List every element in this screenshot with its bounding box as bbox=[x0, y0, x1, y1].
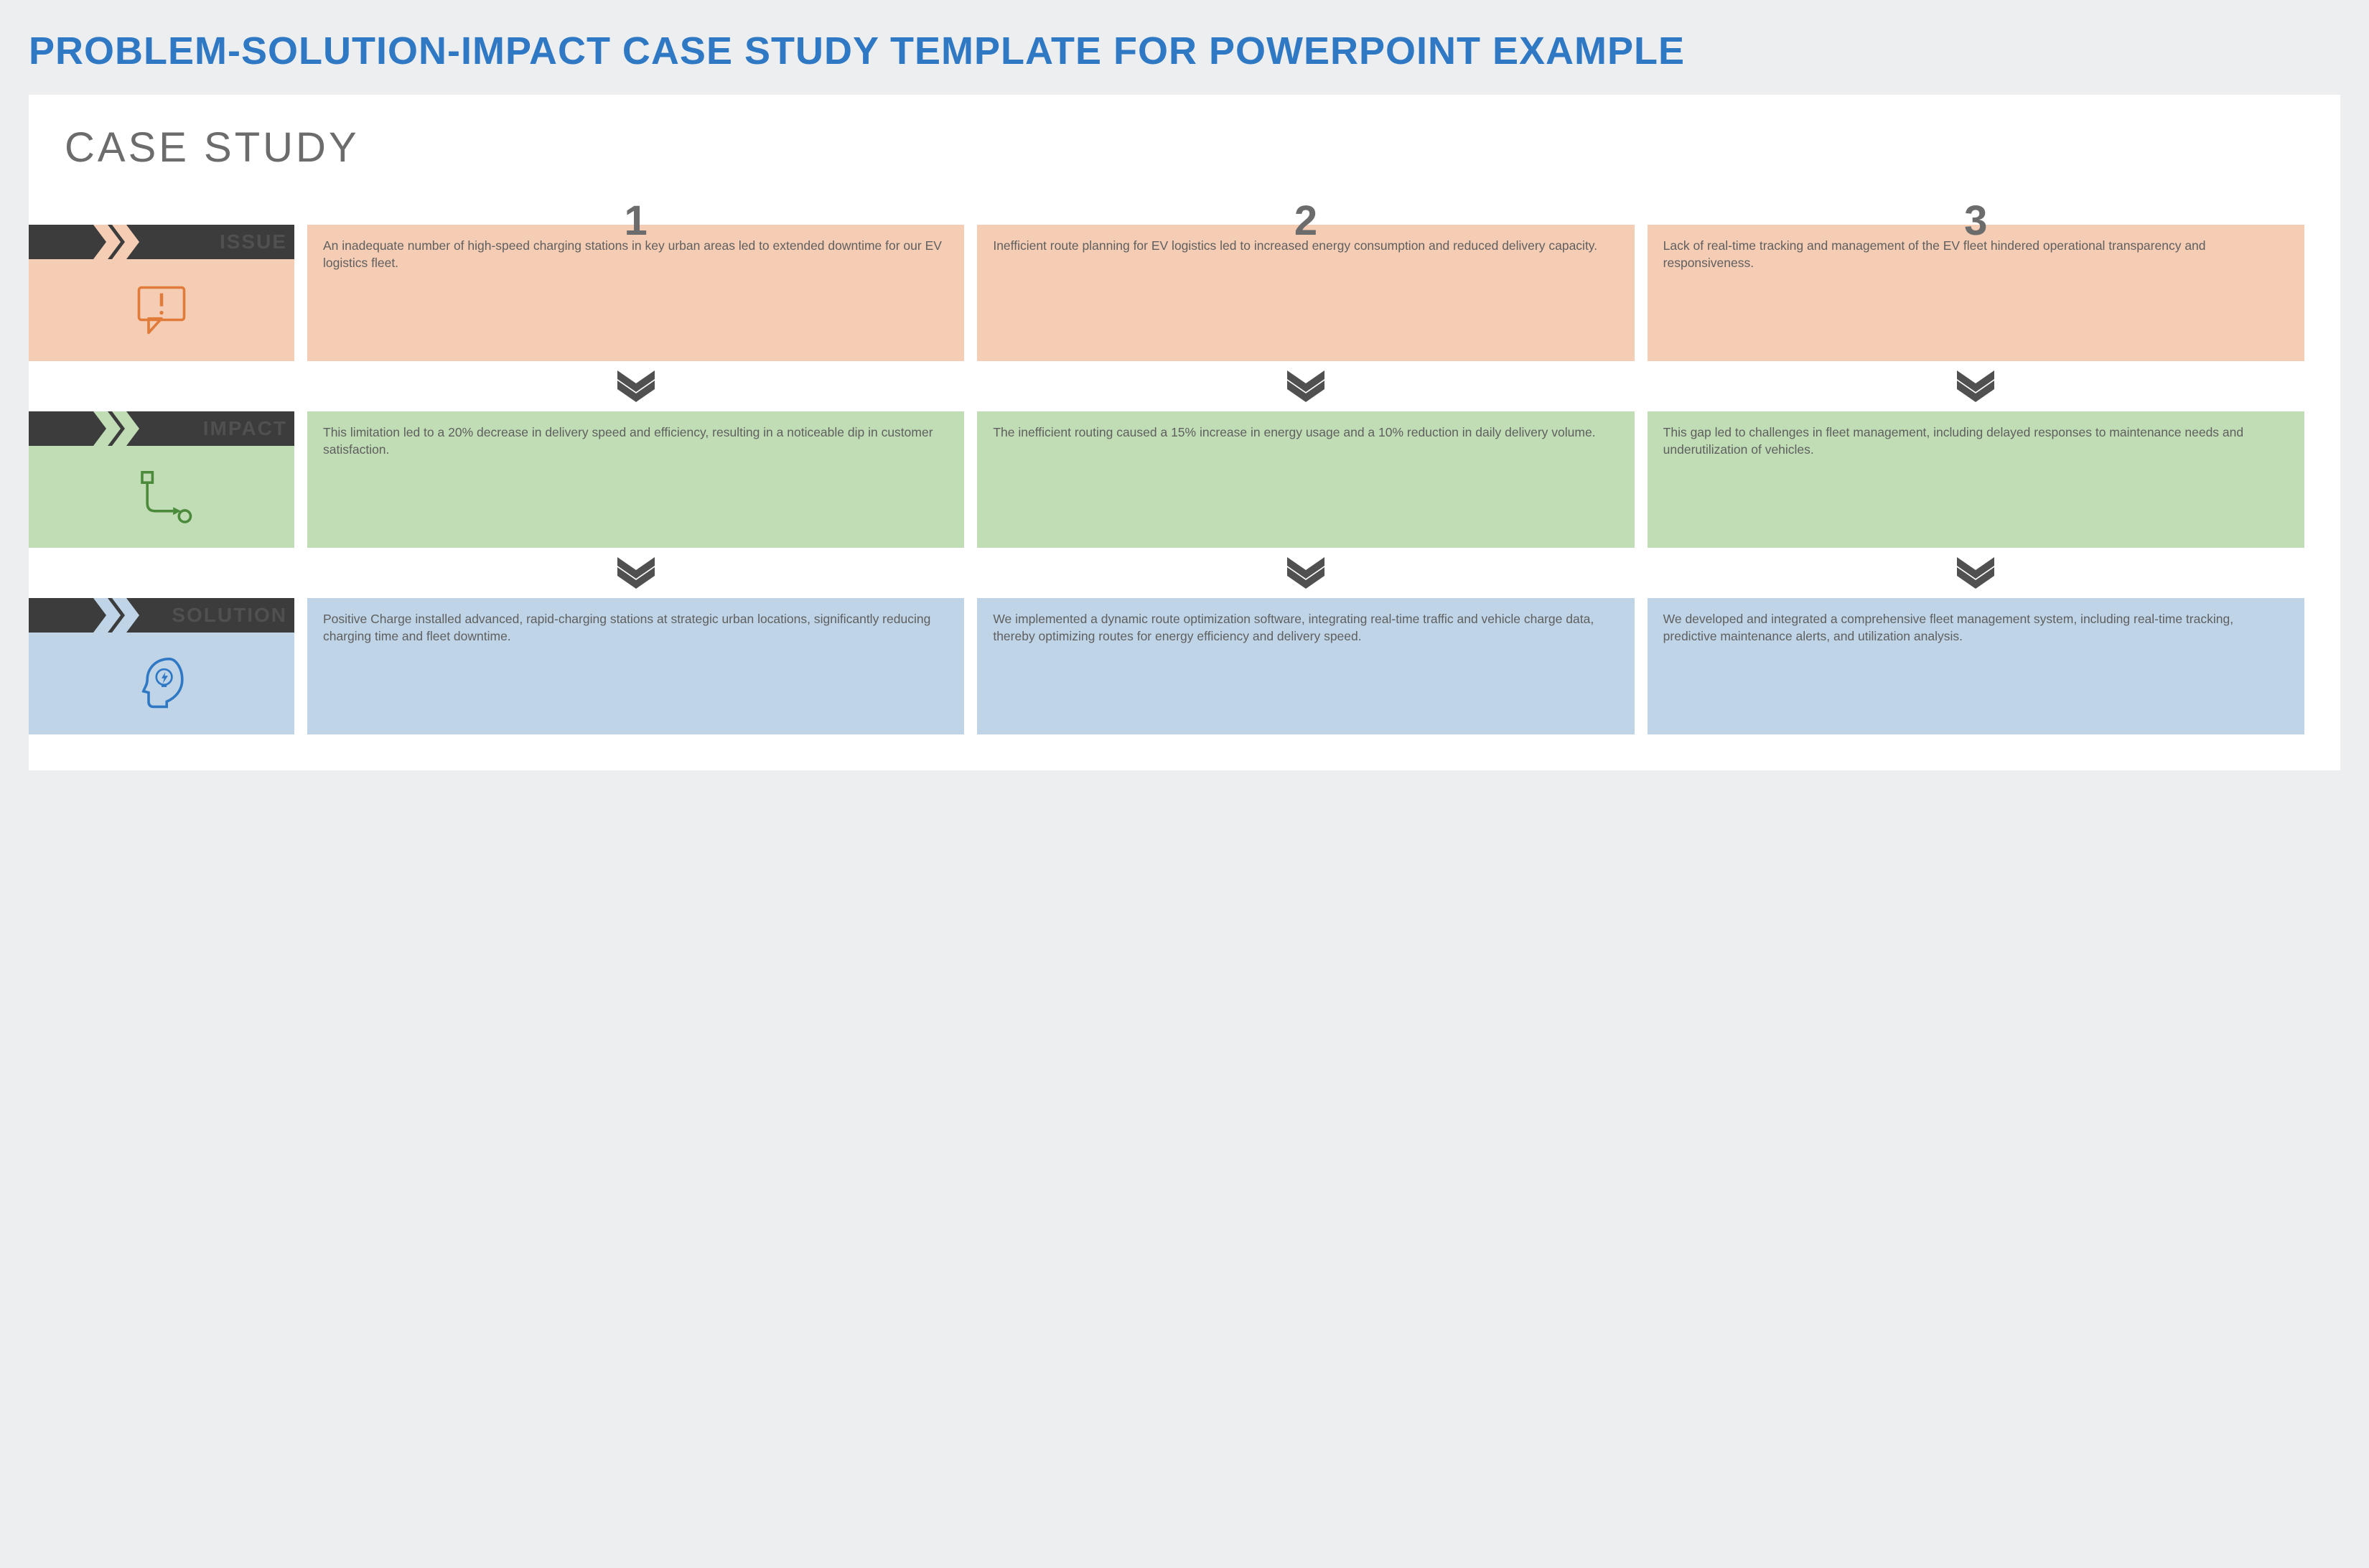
arrow-row-2 bbox=[65, 548, 2304, 598]
issue-row: ISSUE 1 An inadequate number of high-spe… bbox=[65, 225, 2304, 361]
chevron-down-icon bbox=[1957, 557, 1994, 589]
solution-label: SOLUTION bbox=[172, 598, 287, 633]
impact-box-3: This gap led to challenges in fleet mana… bbox=[1648, 411, 2304, 548]
slide-title: CASE STUDY bbox=[65, 123, 2304, 172]
impact-row: IMPACT This limitation led to a 20% decr… bbox=[65, 411, 2304, 548]
issue-bar-chevron-icon bbox=[93, 225, 144, 259]
solution-box-2: We implemented a dynamic route optimizat… bbox=[977, 598, 1634, 734]
column-number-2: 2 bbox=[1294, 193, 1317, 249]
issue-box-2: 2 Inefficient route planning for EV logi… bbox=[977, 225, 1634, 361]
head-idea-icon bbox=[129, 651, 194, 716]
impact-box-2: The inefficient routing caused a 15% inc… bbox=[977, 411, 1634, 548]
solution-bar-chevron-icon bbox=[93, 598, 144, 633]
slide-container: CASE STUDY ISSUE 1 bbox=[29, 95, 2340, 770]
solution-box-3: We developed and integrated a comprehens… bbox=[1648, 598, 2304, 734]
arrow-row-1 bbox=[65, 361, 2304, 411]
issue-label: ISSUE bbox=[220, 225, 287, 259]
impact-category-cell: IMPACT bbox=[65, 411, 294, 548]
solution-body bbox=[29, 633, 294, 734]
impact-body bbox=[29, 446, 294, 548]
solution-text-3: We developed and integrated a comprehens… bbox=[1663, 612, 2233, 643]
issue-box-1: 1 An inadequate number of high-speed cha… bbox=[307, 225, 964, 361]
impact-box-1: This limitation led to a 20% decrease in… bbox=[307, 411, 964, 548]
issue-box-3: 3 Lack of real-time tracking and managem… bbox=[1648, 225, 2304, 361]
solution-box-1: Positive Charge installed advanced, rapi… bbox=[307, 598, 964, 734]
solution-text-2: We implemented a dynamic route optimizat… bbox=[993, 612, 1594, 643]
issue-body bbox=[29, 259, 294, 361]
chevron-down-icon bbox=[617, 557, 655, 589]
impact-bar-chevron-icon bbox=[93, 411, 144, 446]
impact-text-3: This gap led to challenges in fleet mana… bbox=[1663, 425, 2243, 457]
chevron-down-icon bbox=[1287, 557, 1324, 589]
column-number-1: 1 bbox=[625, 193, 648, 249]
chevron-down-icon bbox=[1957, 370, 1994, 402]
solution-text-1: Positive Charge installed advanced, rapi… bbox=[323, 612, 930, 643]
impact-label: IMPACT bbox=[203, 411, 287, 446]
solution-category-cell: SOLUTION bbox=[65, 598, 294, 734]
page-title: PROBLEM-SOLUTION-IMPACT CASE STUDY TEMPL… bbox=[29, 29, 2340, 73]
flow-path-icon bbox=[129, 465, 194, 529]
issue-category-cell: ISSUE bbox=[65, 225, 294, 361]
speech-exclaim-icon bbox=[129, 278, 194, 342]
solution-row: SOLUTION Positive Charge installed advan… bbox=[65, 598, 2304, 734]
column-number-3: 3 bbox=[1964, 193, 1987, 249]
impact-text-1: This limitation led to a 20% decrease in… bbox=[323, 425, 933, 457]
impact-text-2: The inefficient routing caused a 15% inc… bbox=[993, 425, 1595, 439]
issue-text-3: Lack of real-time tracking and managemen… bbox=[1663, 238, 2206, 270]
chevron-down-icon bbox=[1287, 370, 1324, 402]
chevron-down-icon bbox=[617, 370, 655, 402]
